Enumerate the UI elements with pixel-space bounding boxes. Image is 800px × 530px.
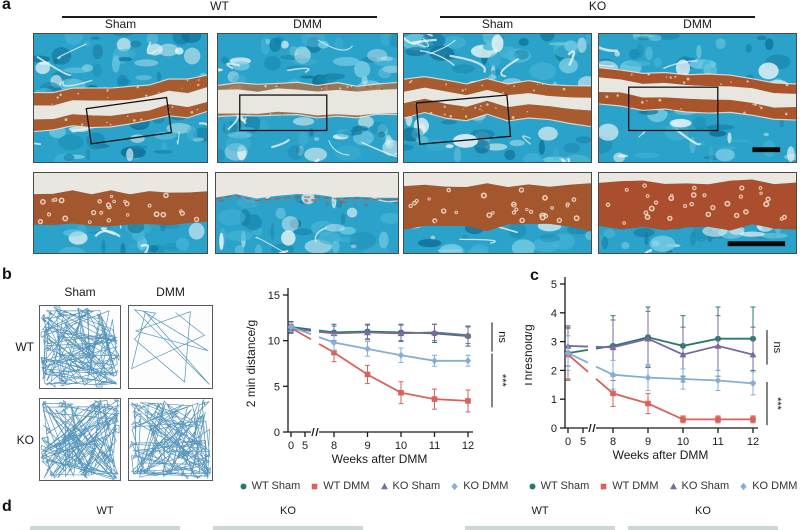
legend-label: KO DMM xyxy=(752,480,798,492)
legend-label: WT DMM xyxy=(612,480,659,492)
svg-text:5: 5 xyxy=(551,279,557,291)
diamond-marker-icon xyxy=(451,482,458,490)
panel-d-col-ko-1: KO xyxy=(280,505,296,517)
triangle-marker-icon xyxy=(669,482,677,489)
legend-item-wt-dmm: WT DMM xyxy=(309,480,370,492)
legend-item-ko-dmm: KO DMM xyxy=(738,480,797,492)
threshold-chart-legend: WT Sham WT DMM KO Sham KO DMM xyxy=(522,478,800,494)
legend-label: KO Sham xyxy=(392,480,441,492)
svg-text:10: 10 xyxy=(268,336,280,348)
svg-text:9: 9 xyxy=(364,440,370,452)
histology-ko-dmm-image xyxy=(598,33,797,163)
panel-d-image-top-1 xyxy=(30,526,180,530)
svg-text:5: 5 xyxy=(274,381,280,393)
svg-text:12: 12 xyxy=(462,440,474,452)
svg-text:1: 1 xyxy=(551,394,557,406)
trace-col-sham: Sham xyxy=(64,285,96,299)
triangle-marker-icon xyxy=(380,482,388,489)
group-title-ko: KO xyxy=(588,0,607,13)
distance-chart-legend: WT Sham WT DMM KO Sham KO DMM xyxy=(228,478,518,494)
svg-text:ns: ns xyxy=(496,331,508,343)
svg-text:ns: ns xyxy=(771,342,783,354)
histology-inset-wt-dmm-image xyxy=(215,172,399,254)
svg-text:2: 2 xyxy=(551,365,557,377)
svg-text:15: 15 xyxy=(268,290,280,302)
histology-ko-sham-image xyxy=(403,33,592,163)
histology-wt-sham-image xyxy=(33,33,208,163)
svg-text:Threshold/g: Threshold/g xyxy=(525,324,535,387)
svg-text:***: *** xyxy=(771,397,783,411)
group-underline-ko xyxy=(440,16,755,18)
trace-row-wt: WT xyxy=(15,340,34,354)
trace-row-ko: KO xyxy=(16,433,34,447)
svg-text:8: 8 xyxy=(610,436,616,448)
svg-text:0: 0 xyxy=(565,436,571,448)
circle-marker-icon xyxy=(529,483,536,489)
panel-a-label: a xyxy=(2,0,11,13)
svg-text:0: 0 xyxy=(274,427,280,439)
svg-text:11: 11 xyxy=(429,440,440,452)
threshold-chart: 0 1 2 3 4 5 0 5 8 9 10 11 12 Weeks after DMM Threshold… xyxy=(525,272,800,472)
svg-text:11: 11 xyxy=(712,436,723,448)
square-marker-icon xyxy=(311,483,318,489)
col-label-ko-dmm: DMM xyxy=(683,17,712,31)
svg-text:4: 4 xyxy=(551,308,557,320)
panel-d-col-ko-2: KO xyxy=(695,505,711,517)
panel-d-image-top-4 xyxy=(628,526,778,530)
histology-wt-dmm-image xyxy=(217,33,398,163)
panel-d-image-top-3 xyxy=(465,526,615,530)
legend-item-ko-sham: KO Sham xyxy=(668,480,730,492)
svg-text:8: 8 xyxy=(331,440,337,452)
trace-col-dmm: DMM xyxy=(156,285,185,299)
histology-inset-wt-sham-image xyxy=(33,172,208,254)
panel-d-label: d xyxy=(2,498,12,515)
col-label-wt-dmm: DMM xyxy=(293,17,322,31)
svg-text:2 min distance/g: 2 min distance/g xyxy=(244,320,258,407)
legend-item-ko-dmm: KO DMM xyxy=(449,480,508,492)
legend-label: WT Sham xyxy=(540,480,590,492)
legend-item-ko-sham: KO Sham xyxy=(379,480,441,492)
svg-text:Weeks after DMM: Weeks after DMM xyxy=(613,448,709,462)
svg-text:5: 5 xyxy=(580,436,586,448)
svg-text:0: 0 xyxy=(551,423,557,435)
svg-text:10: 10 xyxy=(677,436,689,448)
group-underline-wt xyxy=(62,16,377,18)
legend-label: KO DMM xyxy=(463,480,509,492)
panel-b-label: b xyxy=(2,266,12,283)
trace-ko-sham xyxy=(39,398,121,481)
legend-label: KO Sham xyxy=(681,480,730,492)
svg-text:Weeks after DMM: Weeks after DMM xyxy=(332,452,428,466)
legend-label: WT Sham xyxy=(251,480,301,492)
svg-text:0: 0 xyxy=(288,440,294,452)
svg-text:9: 9 xyxy=(645,436,651,448)
col-label-ko-sham: Sham xyxy=(481,17,514,31)
distance-chart: 0 5 10 15 0 5 8 9 10 11 12 Weeks after DMM 2 min dis… xyxy=(240,272,525,472)
square-marker-icon xyxy=(600,483,607,489)
svg-text:12: 12 xyxy=(747,436,759,448)
trace-ko-dmm xyxy=(128,398,213,481)
panel-d-image-top-2 xyxy=(213,526,363,530)
group-title-wt: WT xyxy=(210,0,229,13)
col-label-wt-sham: Sham xyxy=(104,17,137,31)
svg-text:***: *** xyxy=(496,374,508,388)
legend-item-wt-sham: WT Sham xyxy=(527,480,590,492)
trace-wt-dmm xyxy=(128,305,213,389)
histology-inset-ko-sham-image xyxy=(403,172,592,254)
svg-text:10: 10 xyxy=(395,440,407,452)
panel-c-label: c xyxy=(530,267,539,284)
legend-label: WT DMM xyxy=(323,480,370,492)
panel-d-col-wt-2: WT xyxy=(531,505,549,517)
svg-text:3: 3 xyxy=(551,337,557,349)
diamond-marker-icon xyxy=(740,482,747,490)
circle-marker-icon xyxy=(240,483,247,489)
legend-item-wt-sham: WT Sham xyxy=(238,480,301,492)
trace-wt-sham xyxy=(39,305,121,389)
histology-inset-ko-dmm-image xyxy=(598,172,797,254)
panel-d-col-wt-1: WT xyxy=(96,505,114,517)
svg-text:5: 5 xyxy=(302,440,308,452)
legend-item-wt-dmm: WT DMM xyxy=(598,480,659,492)
